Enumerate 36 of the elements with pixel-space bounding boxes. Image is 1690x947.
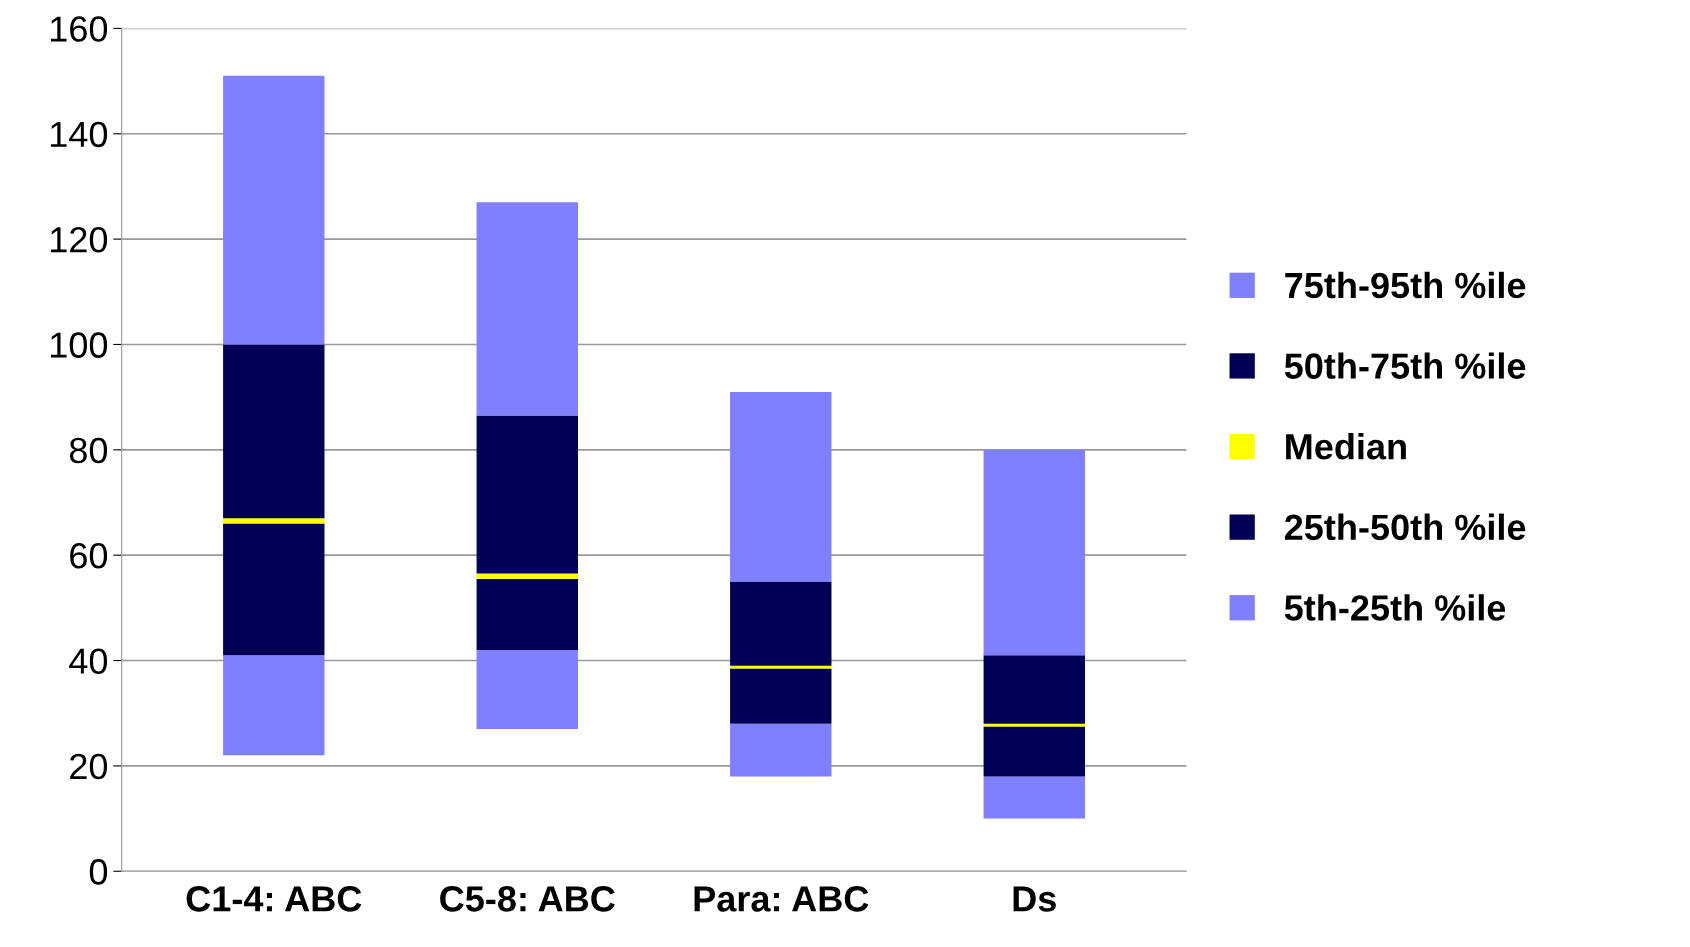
bar xyxy=(730,581,832,666)
y-tick-label: 120 xyxy=(51,226,108,253)
x-tick-label: Para: ABC xyxy=(694,886,869,912)
bar xyxy=(223,344,325,519)
bar xyxy=(476,202,578,416)
bar xyxy=(223,75,325,345)
bar xyxy=(983,655,1085,724)
bar xyxy=(983,776,1085,819)
bar xyxy=(476,415,578,574)
y-tick-label: 20 xyxy=(70,753,108,780)
bar xyxy=(983,726,1085,777)
y-tick-label: 160 xyxy=(51,16,108,42)
bar xyxy=(476,573,578,579)
legend-label: Median xyxy=(1286,432,1406,460)
bar xyxy=(223,518,325,524)
y-tick-label: 0 xyxy=(89,859,108,885)
y-tick-label: 100 xyxy=(51,332,108,358)
y-tick-label: 40 xyxy=(69,648,108,674)
bar xyxy=(223,523,325,656)
y-tick-label: 80 xyxy=(69,437,108,464)
x-tick-label: C5-8: ABC xyxy=(440,886,615,912)
bar xyxy=(476,578,578,650)
x-tick-label: Ds xyxy=(1013,886,1056,912)
legend-label: 50th-75th %ile xyxy=(1284,352,1526,379)
y-tick-label: 60 xyxy=(70,543,108,569)
x-tick-label: C1-4: ABC xyxy=(186,886,362,912)
bar xyxy=(476,650,578,730)
legend-label: 5th-25th %ile xyxy=(1284,594,1506,621)
legend-label: 25th-50th %ile xyxy=(1284,513,1526,541)
bar xyxy=(730,391,832,582)
bar xyxy=(730,723,832,777)
legend-label: 75th-95th %ile xyxy=(1285,271,1526,299)
bar xyxy=(223,655,325,756)
bar xyxy=(730,668,832,724)
bar xyxy=(983,449,1085,656)
y-tick-label: 140 xyxy=(51,121,108,148)
